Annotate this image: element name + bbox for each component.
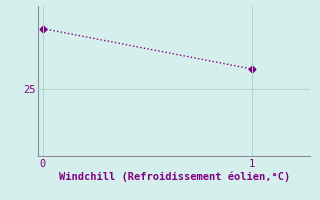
X-axis label: Windchill (Refroidissement éolien,°C): Windchill (Refroidissement éolien,°C): [59, 172, 290, 182]
